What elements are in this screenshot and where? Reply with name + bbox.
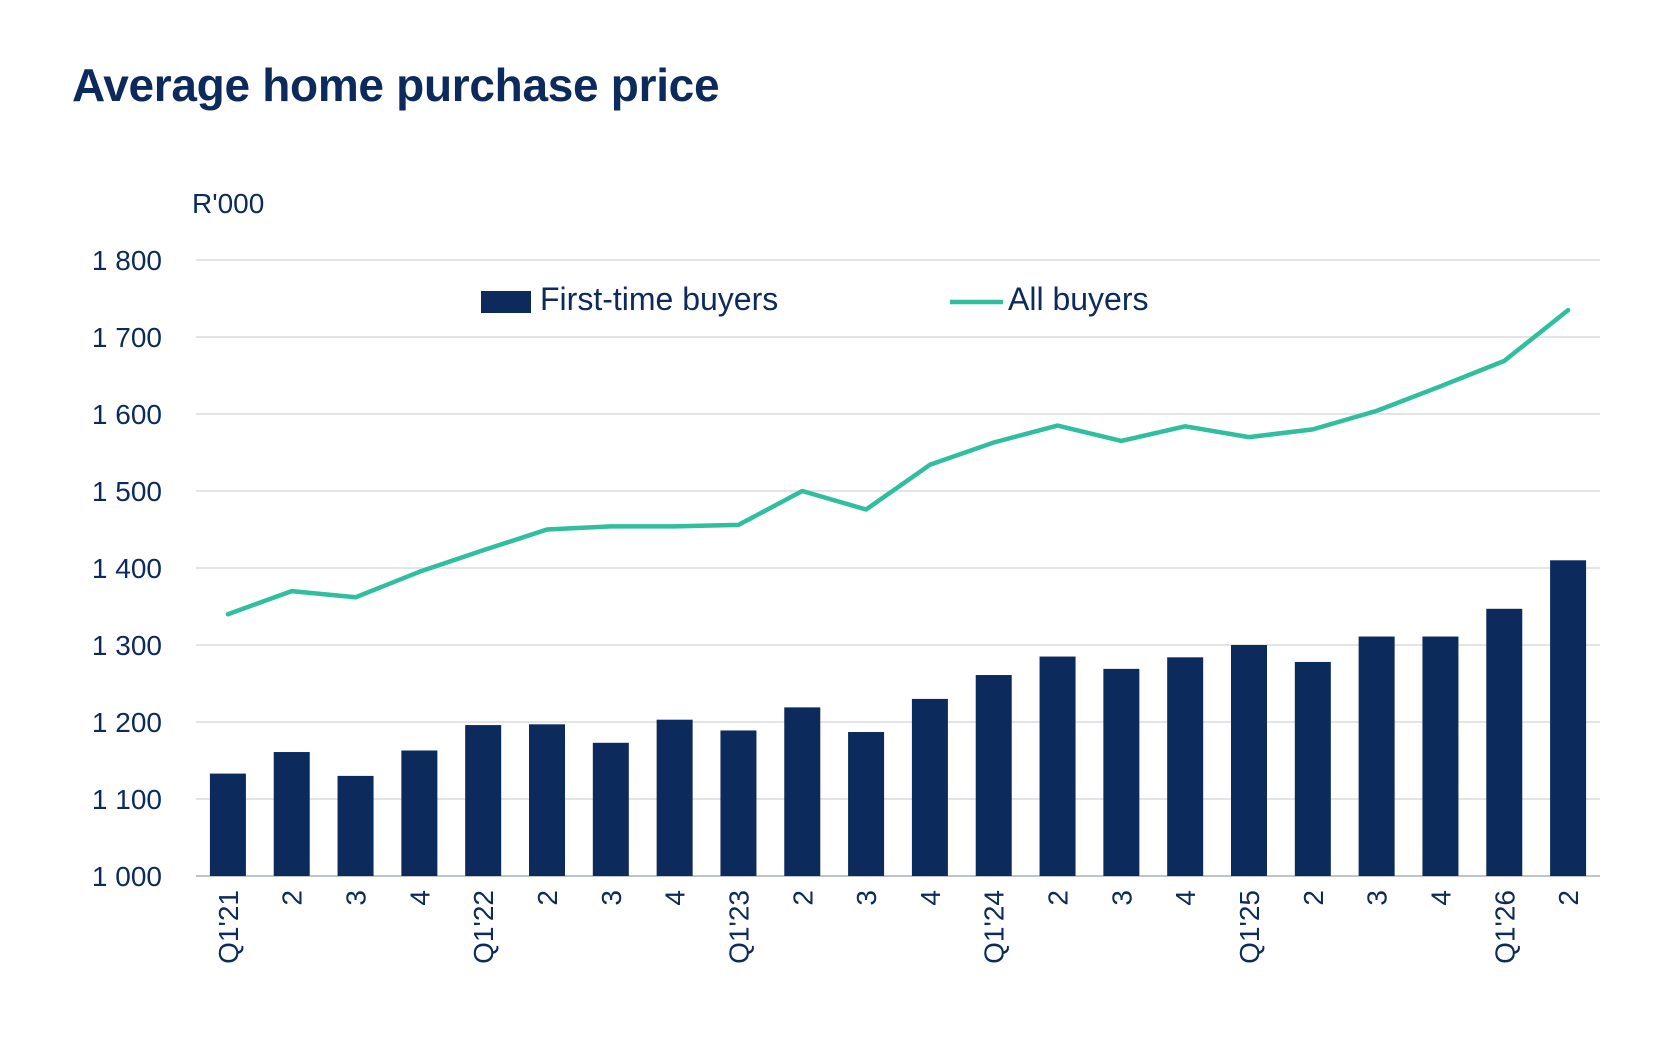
y-tick-label: 1 800 <box>92 245 162 276</box>
x-tick-label: 2 <box>532 890 563 906</box>
bar <box>1103 668 1140 876</box>
x-tick-label: 2 <box>277 890 308 906</box>
x-tick-label: Q1'22 <box>468 890 499 964</box>
x-tick-label: Q1'25 <box>1234 890 1265 964</box>
bar <box>209 773 246 876</box>
bar <box>848 732 885 876</box>
bar <box>1039 656 1076 876</box>
bar <box>784 707 821 876</box>
x-tick-label: 2 <box>1298 890 1329 906</box>
x-tick-label: 3 <box>596 890 627 906</box>
line-all-buyers <box>225 307 1571 617</box>
x-tick-label: 4 <box>1170 890 1201 906</box>
y-tick-label: 1 700 <box>92 322 162 353</box>
y-tick-label: 1 300 <box>92 630 162 661</box>
y-tick-label: 1 600 <box>92 399 162 430</box>
series-line <box>225 307 1571 617</box>
bar <box>1422 636 1459 876</box>
bar <box>1294 661 1331 876</box>
bar <box>720 730 757 876</box>
y-tick-label: 1 000 <box>92 861 162 892</box>
x-tick-label: 2 <box>1553 890 1584 906</box>
x-tick-label: 3 <box>341 890 372 906</box>
bar <box>465 725 502 876</box>
y-axis-unit-label: R'000 <box>192 188 264 219</box>
x-axis-tick-labels: Q1'21 2 3 4 Q1'22 2 3 4 Q1'23 2 3 4 Q1'24 2 3 4 Q1'25 2 3 4… <box>213 890 1584 964</box>
bar <box>273 752 310 876</box>
x-tick-label: 2 <box>1043 890 1074 906</box>
bar <box>592 742 629 876</box>
legend-swatch-first-time-buyers <box>481 291 531 313</box>
chart-title: Average home purchase price <box>72 59 720 111</box>
bar <box>337 775 374 876</box>
x-tick-label: 3 <box>851 890 882 906</box>
bar <box>975 675 1012 876</box>
x-tick-label: 3 <box>1362 890 1393 906</box>
x-tick-label: Q1'24 <box>979 890 1010 964</box>
legend: First-time buyers All buyers <box>481 281 1149 317</box>
y-tick-label: 1 400 <box>92 553 162 584</box>
x-tick-label: 4 <box>1425 890 1456 906</box>
x-tick-label: Q1'21 <box>213 890 244 964</box>
bar <box>656 719 693 876</box>
x-tick-label: 2 <box>787 890 818 906</box>
bar <box>1486 608 1523 876</box>
y-tick-label: 1 100 <box>92 784 162 815</box>
bars-first-time-buyers <box>209 560 1587 876</box>
x-tick-label: 3 <box>1106 890 1137 906</box>
x-tick-label: 4 <box>404 890 435 906</box>
y-tick-label: 1 200 <box>92 707 162 738</box>
x-tick-label: 4 <box>660 890 691 906</box>
y-axis-tick-labels: 1 000 1 100 1 200 1 300 1 400 1 500 1 600 1 700… <box>92 245 162 892</box>
x-tick-label: 4 <box>915 890 946 906</box>
bar <box>1167 657 1204 876</box>
y-tick-label: 1 500 <box>92 476 162 507</box>
bar <box>911 698 948 876</box>
bar <box>1358 636 1395 876</box>
bar <box>529 724 565 876</box>
legend-label-all-buyers: All buyers <box>1008 281 1149 317</box>
bar <box>401 750 438 876</box>
bar <box>1231 645 1267 876</box>
legend-label-first-time-buyers: First-time buyers <box>540 281 778 317</box>
bar <box>1550 560 1587 876</box>
x-tick-label: Q1'23 <box>723 890 754 964</box>
x-tick-label: Q1'26 <box>1489 890 1520 964</box>
